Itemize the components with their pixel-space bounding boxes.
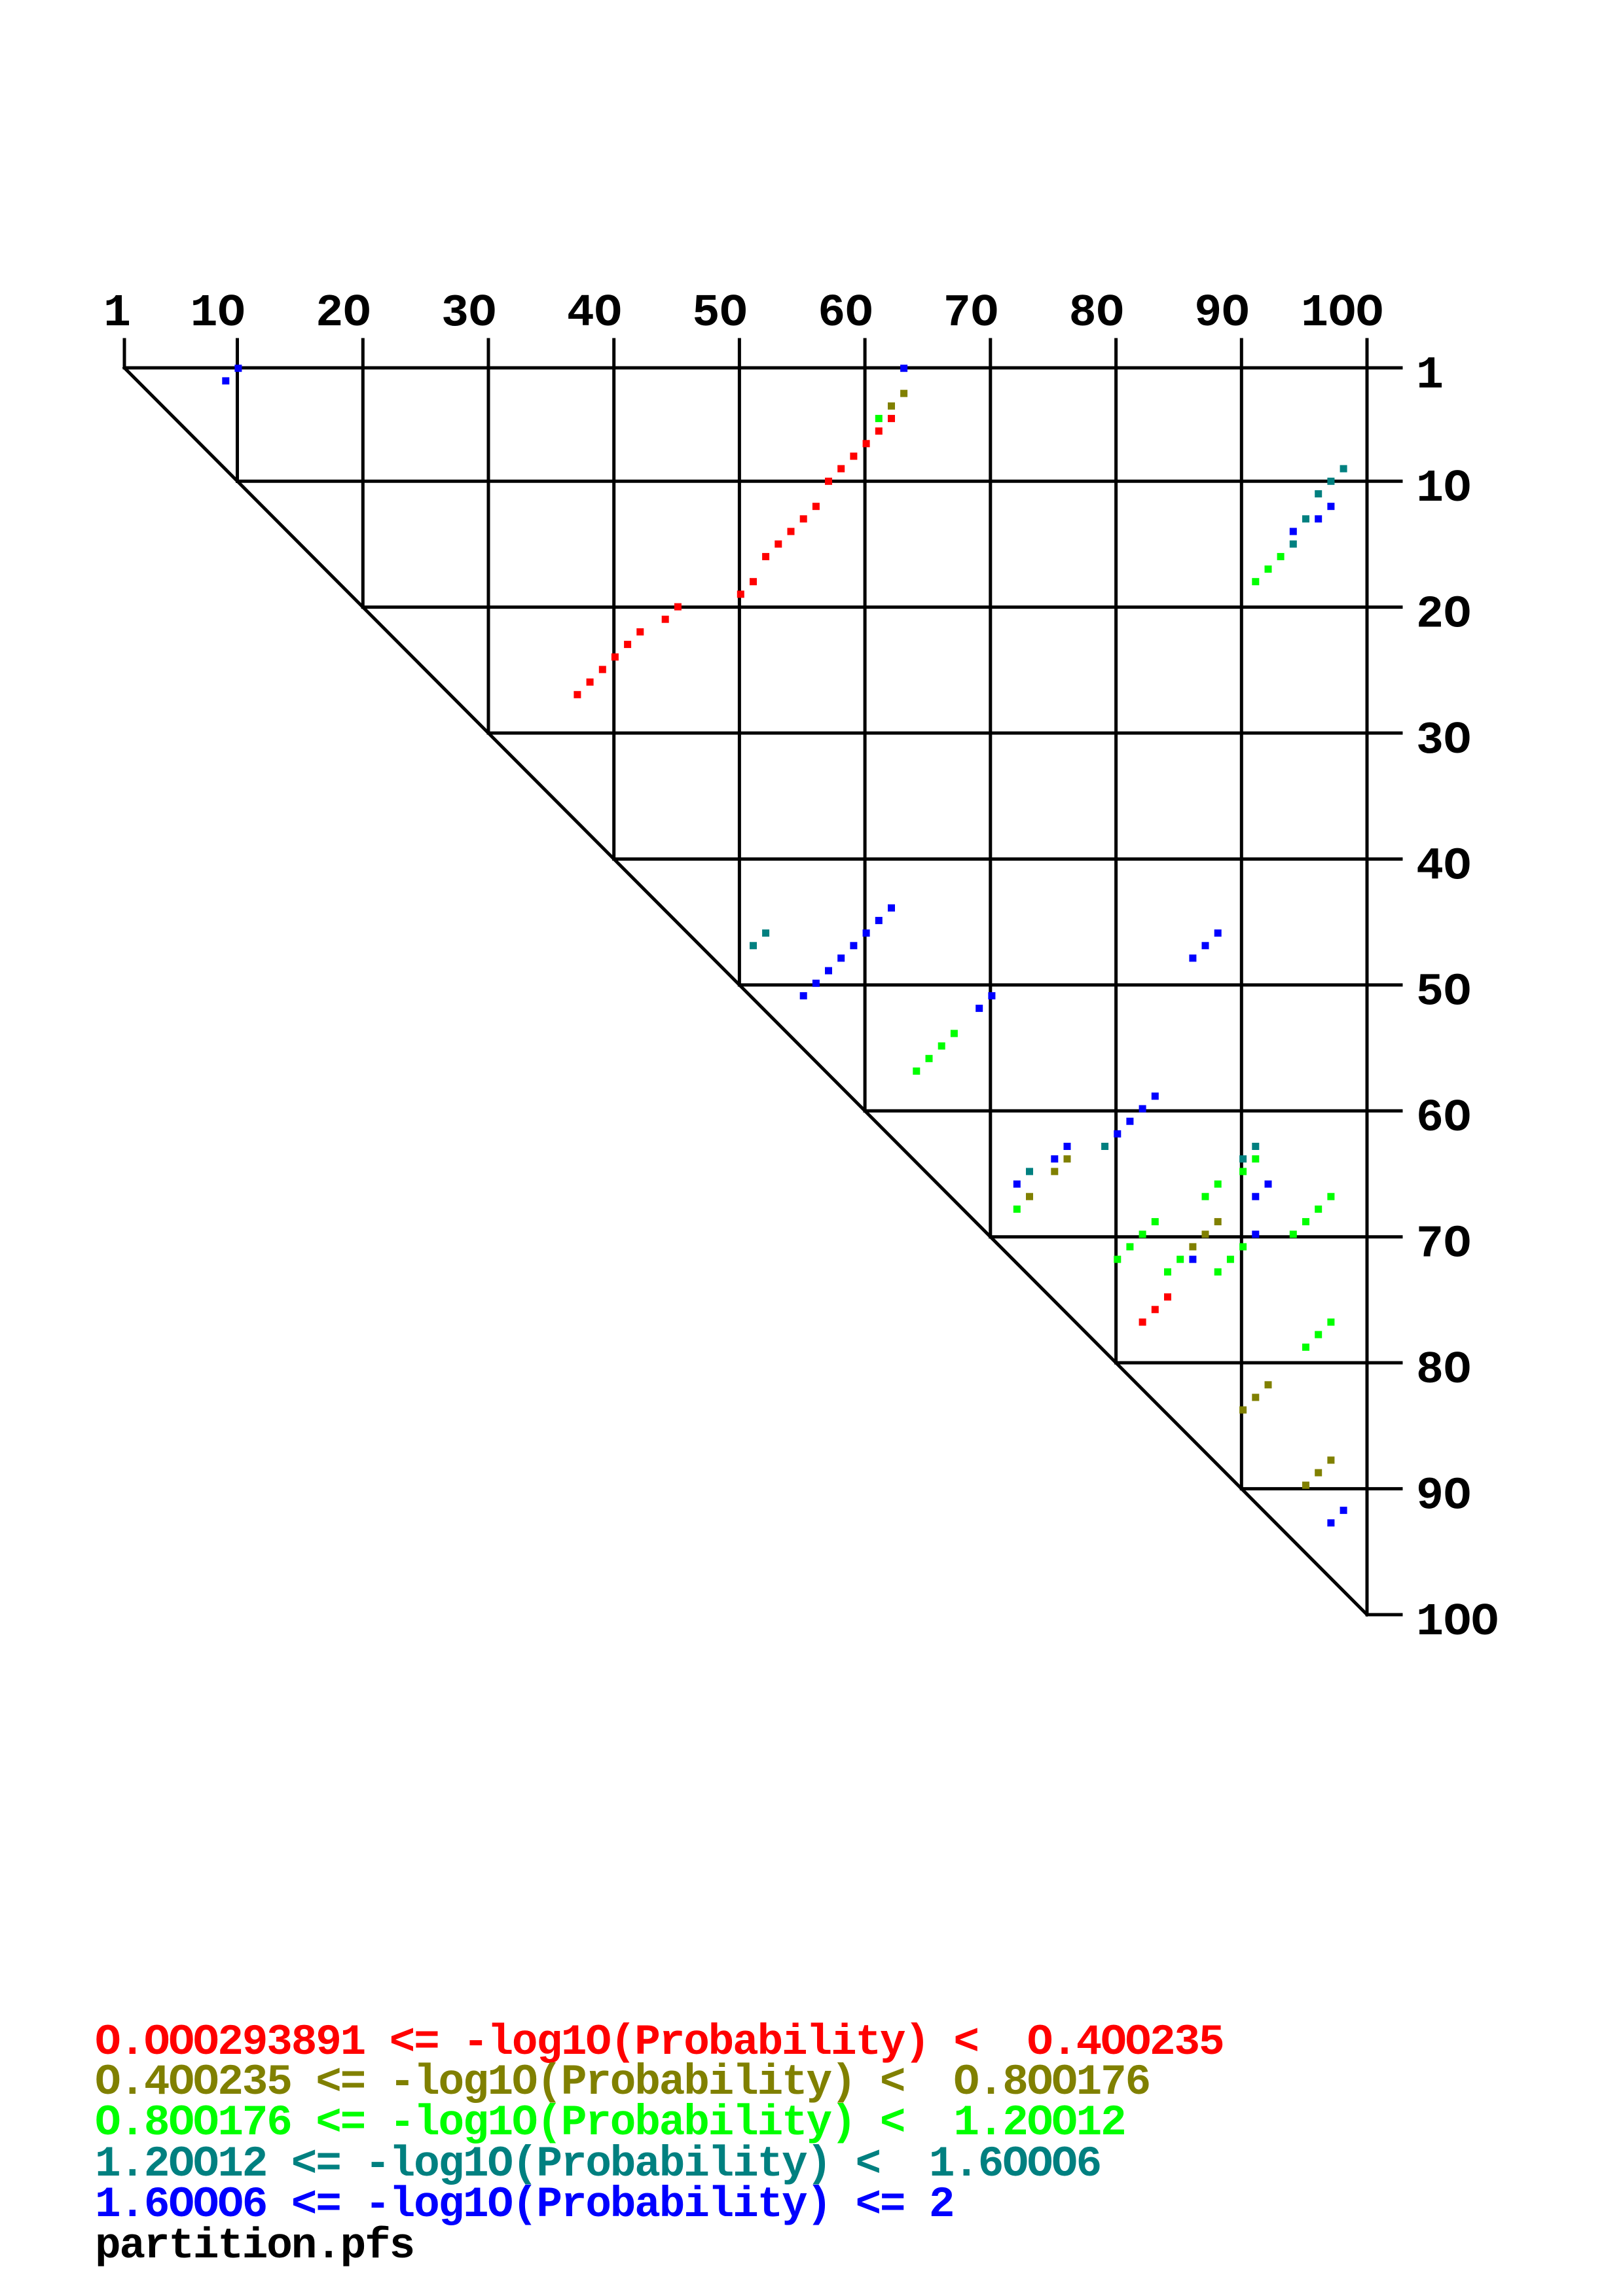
- svg-text:2O: 2O: [316, 288, 371, 340]
- svg-text:9O: 9O: [1194, 288, 1249, 340]
- svg-text:3O: 3O: [1416, 715, 1471, 767]
- svg-text:1O: 1O: [1416, 463, 1471, 515]
- svg-text:1: 1: [103, 288, 131, 340]
- svg-text:8O: 8O: [1416, 1345, 1471, 1397]
- svg-text:5O: 5O: [692, 288, 747, 340]
- svg-text:4O: 4O: [567, 288, 622, 340]
- svg-text:3O: 3O: [441, 288, 496, 340]
- svg-text:8O: 8O: [1069, 288, 1124, 340]
- svg-text:1.6OOO6 <= -log1O(Probability): 1.6OOO6 <= -log1O(Probability) <= 2: [95, 2180, 953, 2229]
- svg-text:2O: 2O: [1416, 589, 1471, 641]
- svg-text:partition.pfs: partition.pfs: [95, 2221, 414, 2270]
- svg-text:9O: 9O: [1416, 1471, 1471, 1522]
- svg-text:1OO: 1OO: [1416, 1597, 1499, 1649]
- svg-text:O.OOO293891 <= -log1O(Probabil: O.OOO293891 <= -log1O(Probability) < O.4…: [95, 2018, 1223, 2067]
- svg-text:O.4OO235 <= -log1O(Probability: O.4OO235 <= -log1O(Probability) < O.8OO1…: [95, 2058, 1150, 2107]
- svg-text:1OO: 1OO: [1301, 288, 1383, 340]
- svg-text:7O: 7O: [1416, 1219, 1471, 1271]
- svg-text:4O: 4O: [1416, 841, 1471, 893]
- svg-text:5O: 5O: [1416, 967, 1471, 1019]
- svg-text:1.2OO12 <= -log1O(Probability): 1.2OO12 <= -log1O(Probability) < 1.6OOO6: [95, 2140, 1101, 2189]
- svg-text:6O: 6O: [818, 288, 873, 340]
- svg-text:6O: 6O: [1416, 1093, 1471, 1145]
- svg-text:1: 1: [1416, 350, 1444, 402]
- svg-text:O.8OO176 <= -log1O(Probability: O.8OO176 <= -log1O(Probability) < 1.2OO1…: [95, 2098, 1125, 2147]
- svg-text:1O: 1O: [190, 288, 245, 340]
- svg-text:7O: 7O: [943, 288, 998, 340]
